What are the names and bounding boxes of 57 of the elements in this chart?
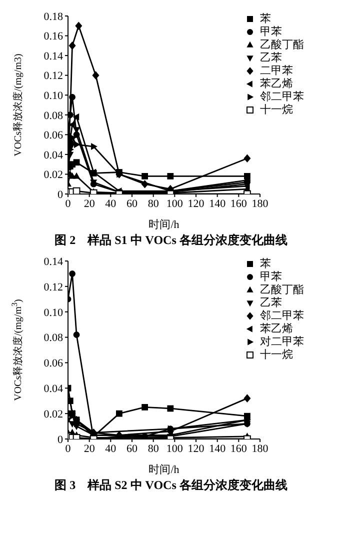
- legend-label: 十一烷: [260, 103, 293, 117]
- x-tick-label: 160: [230, 442, 248, 455]
- y-tick-label: 0.18: [44, 10, 64, 23]
- legend-label: 苯: [260, 257, 271, 271]
- legend-label: 苯乙烯: [260, 322, 293, 336]
- text: 图 2 样品 S1 中 VOCs 各组分浓度变化曲线: [54, 232, 288, 249]
- y-tick-label: 0.06: [44, 358, 64, 370]
- x-tick-label: 180: [252, 442, 269, 455]
- y-tick-label: 0.08: [44, 110, 64, 122]
- x-axis-title: 时间/h: [148, 463, 180, 476]
- y-tick-label: 0.04: [44, 149, 64, 162]
- y-tick-label: 0.16: [44, 30, 64, 43]
- x-tick-label: 20: [84, 198, 96, 210]
- x-tick-label: 40: [105, 442, 117, 455]
- x-tick-label: 100: [166, 198, 184, 210]
- legend-label: 邻二甲苯: [260, 309, 304, 323]
- legend-label: 乙酸丁酯: [260, 38, 304, 52]
- legend-label: 苯乙烯: [260, 77, 293, 91]
- legend-label: 甲苯: [260, 25, 282, 39]
- y-tick-label: 0.12: [44, 281, 63, 294]
- text: 图 3 样品 S2 中 VOCs 各组分浓度变化曲线: [54, 477, 288, 494]
- x-tick-label: 60: [126, 198, 138, 210]
- y-tick-label: 0: [58, 188, 64, 201]
- y-axis-title: VOCs释放浓度/(mg/m3): [12, 54, 24, 156]
- x-tick-label: 60: [126, 442, 138, 455]
- y-tick-label: 0.10: [44, 90, 64, 102]
- x-tick-label: 120: [188, 198, 205, 210]
- x-tick-label: 40: [105, 198, 117, 210]
- legend-label: 甲苯: [260, 270, 282, 284]
- x-axis-title: 时间/h: [148, 218, 180, 231]
- legend-label: 乙苯: [260, 51, 282, 65]
- x-tick-label: 180: [252, 198, 269, 210]
- x-tick-label: 80: [148, 442, 160, 455]
- x-tick-label: 20: [84, 442, 96, 455]
- y-tick-label: 0.14: [44, 50, 64, 62]
- x-tick-label: 140: [209, 198, 226, 210]
- y-tick-label: 0.02: [44, 408, 63, 420]
- legend-label: 乙酸丁酯: [260, 283, 304, 297]
- legend-label: 苯: [260, 12, 271, 26]
- y-tick-label: 0.10: [44, 306, 64, 319]
- legend-label: 邻二甲苯: [260, 90, 304, 104]
- y-tick-label: 0.14: [44, 256, 64, 268]
- legend-label: 乙苯: [260, 296, 282, 310]
- y-tick-label: 0.02: [44, 169, 63, 182]
- y-tick-label: 0.06: [44, 130, 64, 142]
- y-tick-label: 0.12: [44, 70, 63, 82]
- x-tick-label: 160: [230, 198, 248, 210]
- x-tick-label: 120: [188, 442, 205, 455]
- legend-label: 对二甲苯: [260, 335, 304, 349]
- x-tick-label: 80: [148, 198, 160, 210]
- y-tick-label: 0.04: [44, 383, 64, 396]
- x-tick-label: 100: [166, 442, 184, 455]
- y-tick-label: 0.08: [44, 332, 64, 344]
- legend-label: 十一烷: [260, 348, 293, 362]
- y-tick-label: 0: [58, 434, 64, 446]
- legend-label: 二甲苯: [260, 64, 293, 78]
- x-tick-label: 140: [209, 442, 226, 455]
